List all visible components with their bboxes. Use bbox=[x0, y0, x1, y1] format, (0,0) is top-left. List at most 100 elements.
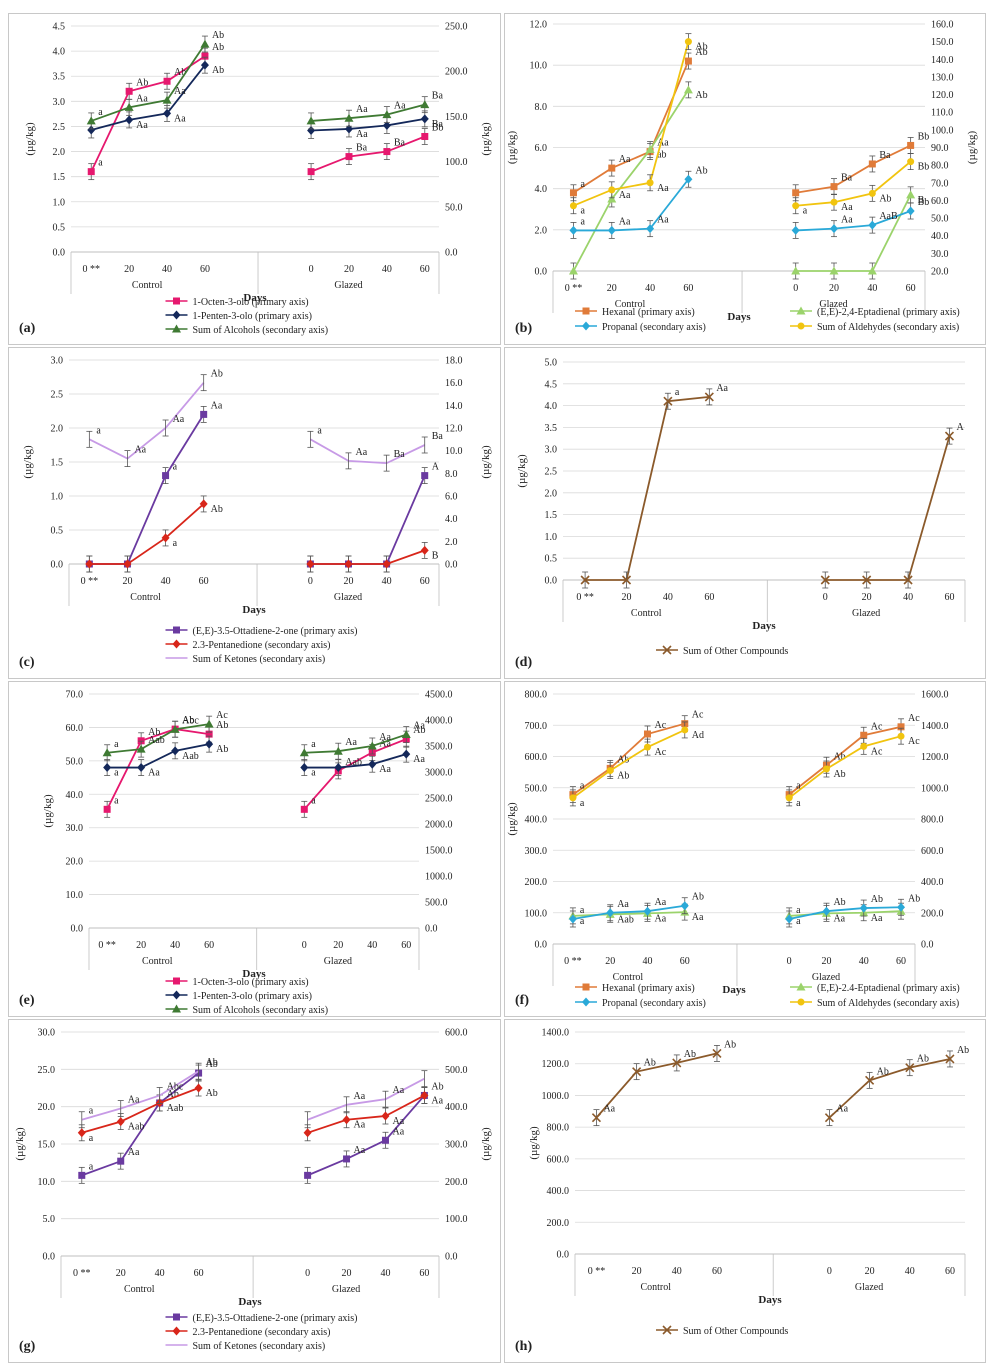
data-point bbox=[205, 739, 214, 749]
data-point bbox=[401, 730, 411, 739]
data-point bbox=[785, 794, 793, 802]
x-tick-label: 0 bbox=[308, 576, 313, 587]
group-label: Control bbox=[130, 592, 161, 603]
data-point bbox=[344, 559, 353, 569]
y-tick-left: 0.5 bbox=[51, 526, 64, 537]
y-tick-right: 16.0 bbox=[445, 378, 463, 389]
legend: (E,E)-3.5-Ottadiene-2-one (primary axis)… bbox=[165, 1313, 357, 1352]
group-label: Glazed bbox=[332, 1284, 360, 1295]
data-label: Ab bbox=[174, 67, 186, 78]
y-tick-left: 30.0 bbox=[38, 1028, 56, 1039]
y-tick-left: 3.0 bbox=[51, 356, 64, 367]
series-line bbox=[795, 144, 912, 194]
data-point bbox=[865, 1075, 875, 1085]
data-label: Ac bbox=[908, 713, 920, 724]
data-point bbox=[897, 902, 906, 912]
y-tick-left: 4.0 bbox=[53, 47, 66, 58]
data-point bbox=[569, 202, 577, 210]
data-point bbox=[402, 749, 411, 759]
data-label: Ba bbox=[879, 150, 891, 161]
data-label: Ac bbox=[871, 721, 883, 732]
data-point bbox=[367, 741, 377, 750]
y-tick-left: 800.0 bbox=[547, 1123, 570, 1134]
data-point bbox=[87, 168, 95, 176]
data-point bbox=[859, 903, 868, 913]
y-tick-left: 0.5 bbox=[53, 222, 66, 233]
group-label: Control bbox=[142, 956, 173, 967]
data-point bbox=[136, 744, 146, 753]
y-tick-left: 60.0 bbox=[66, 723, 84, 734]
data-point bbox=[382, 120, 391, 130]
data-point bbox=[684, 38, 692, 46]
data-label: Aa bbox=[392, 1085, 404, 1096]
legend-item: Propanal (secondary axis) bbox=[575, 321, 706, 333]
series-2: a Aa Aa Ab a Ab Ab Ab bbox=[568, 892, 920, 928]
data-label: a bbox=[796, 781, 801, 792]
y-tick-left: 1.5 bbox=[545, 510, 558, 521]
data-point bbox=[820, 575, 830, 585]
data-point bbox=[344, 124, 353, 134]
data-label: Aa bbox=[355, 447, 367, 458]
y-tick-left: 0.0 bbox=[535, 267, 548, 278]
legend-text: 2.3-Pentanedione (secondary axis) bbox=[193, 1327, 331, 1338]
data-point bbox=[868, 220, 877, 230]
x-tick-label: 60 bbox=[712, 1266, 722, 1277]
y-tick-right: 4000.0 bbox=[425, 716, 453, 727]
legend-text: Sum of Other Compounds bbox=[683, 1326, 788, 1337]
series-line bbox=[81, 1087, 199, 1134]
x-tick-label: 40 bbox=[663, 592, 673, 603]
data-point bbox=[830, 183, 838, 191]
y-axis-title-left: (µg/kg) bbox=[42, 794, 54, 828]
data-point bbox=[381, 1136, 389, 1144]
x-tick-label: 40 bbox=[867, 283, 877, 294]
panel-label: (g) bbox=[19, 1339, 36, 1354]
data-label: Aa bbox=[654, 913, 666, 924]
data-point bbox=[608, 164, 616, 172]
data-label: Bb bbox=[918, 131, 930, 142]
data-label: Ab bbox=[136, 77, 148, 88]
x-tick-label: 20 bbox=[344, 264, 354, 275]
x-tick-label: 0 bbox=[305, 1268, 310, 1279]
data-label: Ab bbox=[695, 42, 707, 53]
data-label: B bbox=[432, 550, 439, 561]
x-tick-label: 0 ** bbox=[588, 1266, 606, 1277]
legend-text: Propanal (secondary axis) bbox=[602, 998, 706, 1009]
data-point bbox=[824, 1113, 835, 1123]
data-label: a bbox=[114, 739, 119, 750]
data-label: Ba bbox=[356, 143, 368, 154]
y-tick-left: 20.0 bbox=[38, 1102, 56, 1113]
data-label: Aa bbox=[134, 445, 146, 456]
data-point bbox=[307, 125, 316, 135]
data-label: Abc bbox=[167, 1081, 184, 1092]
y-tick-right: 1200.0 bbox=[921, 752, 949, 763]
panel-label: (h) bbox=[515, 1339, 532, 1354]
legend-marker bbox=[172, 1004, 181, 1013]
y-axis-title-left: (µg/kg) bbox=[22, 445, 34, 479]
x-tick-label: 40 bbox=[382, 264, 392, 275]
series-line bbox=[90, 55, 206, 173]
x-tick-label: 60 bbox=[199, 576, 209, 587]
data-label: Ab bbox=[833, 897, 845, 908]
series-line bbox=[585, 395, 710, 581]
panel-b: 0.0 2.0 4.0 6.0 8.0 10.0 12.0 20.0 30.0 40.0 50.0 6… bbox=[504, 13, 986, 345]
y-axis-title-right: (µg/kg) bbox=[480, 445, 492, 479]
legend-item: (E,E)-3.5-Ottadiene-2-one (primary axis) bbox=[165, 626, 357, 637]
y-tick-left: 3.0 bbox=[545, 445, 558, 456]
legend-marker bbox=[797, 322, 805, 330]
y-tick-left: 2.5 bbox=[545, 467, 558, 478]
legend: 1-Octen-3-olo (primary axis) 1-Penten-3-o… bbox=[165, 977, 328, 1016]
y-tick-right: 0.0 bbox=[425, 924, 438, 935]
x-tick-label: 60 bbox=[680, 956, 690, 967]
y-tick-left: 400.0 bbox=[547, 1186, 570, 1197]
data-label: Ab bbox=[182, 715, 194, 726]
data-label: Aa bbox=[173, 414, 185, 425]
x-tick-label: 40 bbox=[162, 264, 172, 275]
data-point bbox=[621, 575, 632, 585]
legend-text: Sum of Other Compounds bbox=[683, 646, 788, 657]
x-tick-label: 20 bbox=[622, 592, 632, 603]
legend-marker bbox=[582, 321, 590, 331]
data-point bbox=[117, 1157, 125, 1165]
legend-marker bbox=[172, 639, 181, 649]
series-line bbox=[310, 549, 426, 565]
legend-text: Sum of Aldehydes (secondary axis) bbox=[817, 998, 959, 1009]
